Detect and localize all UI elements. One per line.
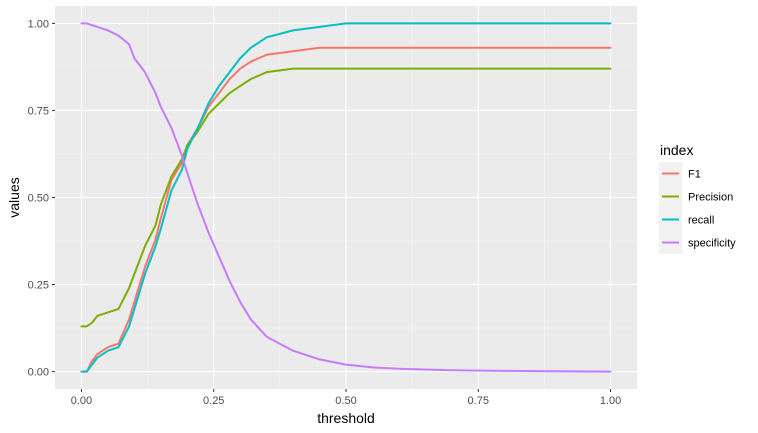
grid-major xyxy=(55,6,637,389)
y-tick-label: 1.00 xyxy=(28,18,49,30)
x-tick-label: 0.75 xyxy=(468,395,489,407)
legend: index F1 Precision recall specificity xyxy=(659,142,736,254)
y-tick-label: 0.50 xyxy=(28,193,49,205)
series-line-specificity xyxy=(80,22,612,373)
legend-label: recall xyxy=(688,215,714,227)
legend-label: Precision xyxy=(688,192,733,204)
x-tick-label: 0.50 xyxy=(335,395,356,407)
x-tick-label: 1.00 xyxy=(600,395,621,407)
y-axis: 0.00 0.25 0.50 0.75 1.00 xyxy=(28,18,55,379)
x-tick-label: 0.00 xyxy=(71,395,92,407)
x-axis-title: threshold xyxy=(317,410,375,426)
y-tick-label: 0.00 xyxy=(28,367,49,379)
series-line-precision xyxy=(80,67,612,328)
series-line-recall xyxy=(80,22,612,373)
legend-label: F1 xyxy=(688,169,701,181)
y-axis-title: values xyxy=(6,177,22,217)
legend-title: index xyxy=(660,142,693,158)
x-tick-label: 0.25 xyxy=(203,395,224,407)
legend-label: specificity xyxy=(688,238,736,250)
y-tick-label: 0.75 xyxy=(28,105,49,117)
x-axis: 0.00 0.25 0.50 0.75 1.00 xyxy=(71,389,621,407)
y-tick-label: 0.25 xyxy=(28,280,49,292)
series-lines xyxy=(80,22,612,373)
